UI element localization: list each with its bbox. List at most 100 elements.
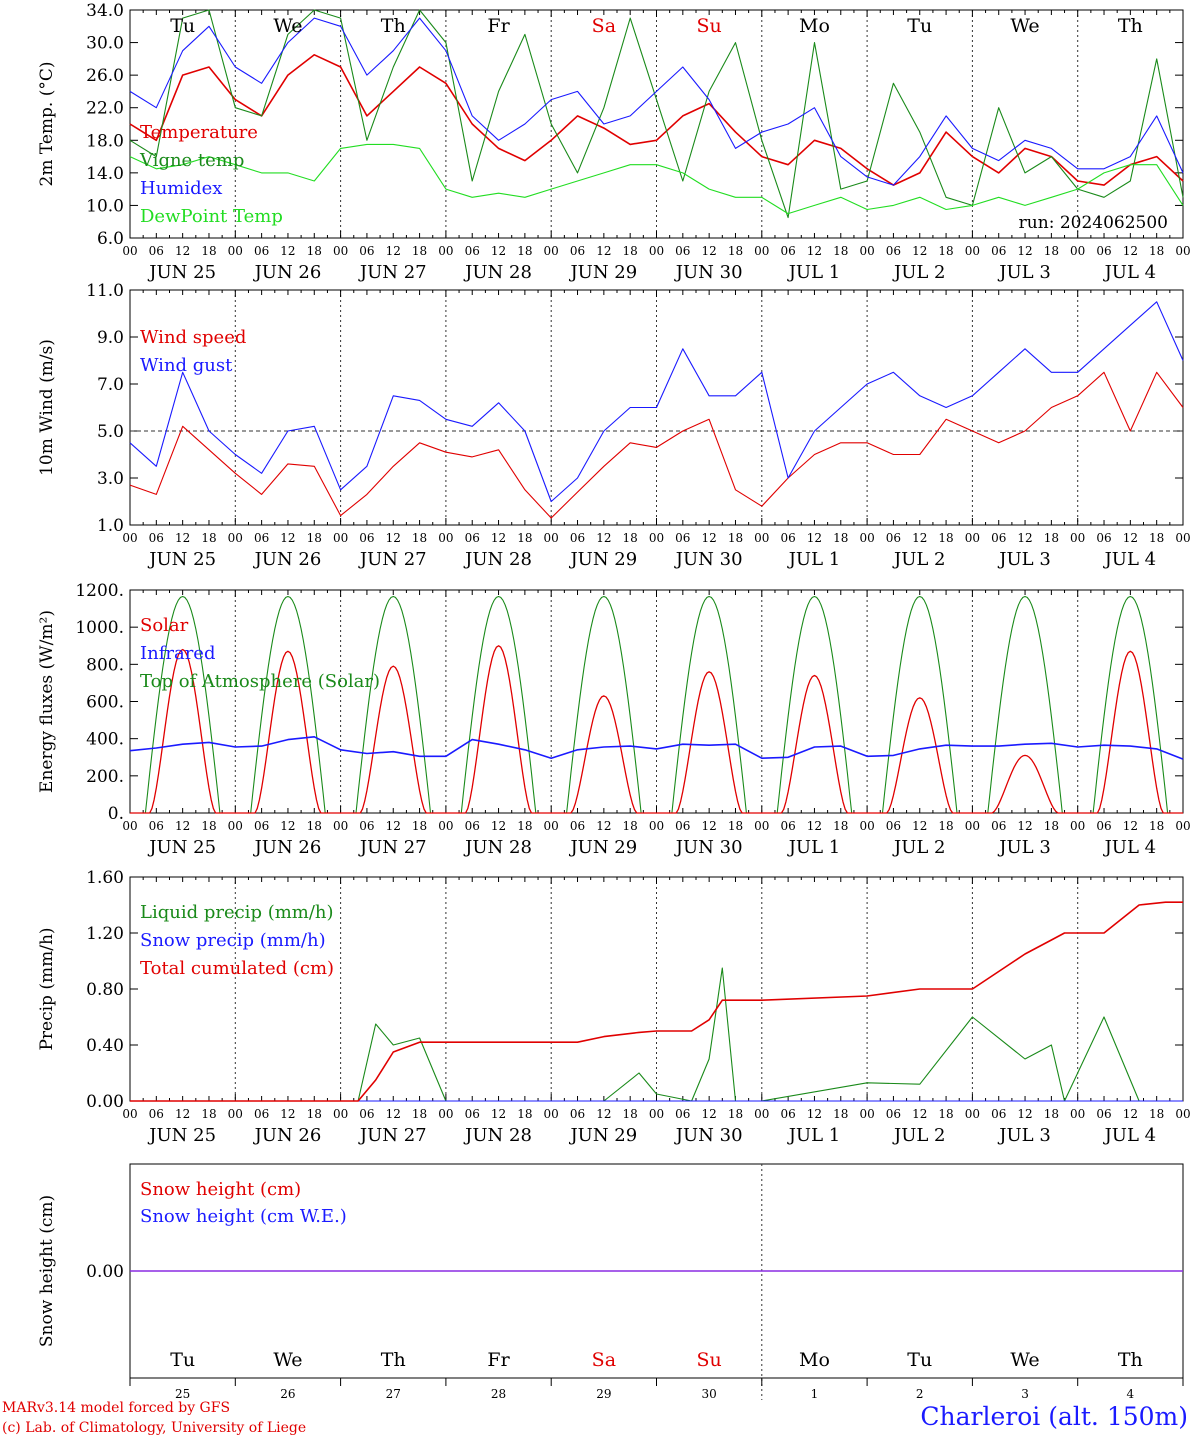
x-date-label: JUN 27 <box>358 837 427 858</box>
x-date-label: JUN 29 <box>568 837 637 858</box>
y-tick-label: 1.20 <box>86 924 124 944</box>
x-hour-label: 18 <box>833 244 848 258</box>
x-hour-label: 12 <box>1017 531 1032 545</box>
weekday-label-bottom: We <box>273 1349 302 1371</box>
x-date-label: JUL 4 <box>1103 837 1157 858</box>
x-date-label: JUN 27 <box>358 262 427 283</box>
x-hour-label: 18 <box>938 819 953 833</box>
legend-dewpoint-temp: DewPoint Temp <box>140 206 283 227</box>
series-infrared <box>129 735 1184 760</box>
x-hour-label: 12 <box>596 1107 611 1121</box>
weekday-label: Th <box>1118 15 1143 37</box>
legend-liquid-precip-mm-h: Liquid precip (mm/h) <box>140 902 334 923</box>
x-date-label: JUL 2 <box>892 262 946 283</box>
x-date-label: JUL 3 <box>997 837 1051 858</box>
x-hour-label: 18 <box>728 531 743 545</box>
x-hour-label: 12 <box>702 244 717 258</box>
x-hour-label: 18 <box>623 819 638 833</box>
x-day-number: 29 <box>596 1387 611 1400</box>
x-hour-label: 06 <box>886 1107 901 1121</box>
series-wind-speed <box>129 371 1184 519</box>
x-hour-label: 06 <box>359 1107 374 1121</box>
x-day-number: 28 <box>491 1387 506 1400</box>
series-temperature <box>129 53 1184 186</box>
x-hour-label: 12 <box>912 1107 927 1121</box>
y-tick-label: 0.80 <box>86 980 124 1000</box>
x-hour-label: 12 <box>175 1107 190 1121</box>
x-hour-label: 12 <box>1123 819 1138 833</box>
x-hour-label: 12 <box>807 1107 822 1121</box>
lab-credit: (c) Lab. of Climatology, University of L… <box>2 1420 307 1436</box>
x-hour-label: 12 <box>491 531 506 545</box>
weekday-label: Fr <box>487 15 510 37</box>
x-hour-label: 00 <box>122 531 137 545</box>
x-hour-label: 00 <box>1070 244 1085 258</box>
x-hour-label: 12 <box>1123 244 1138 258</box>
x-hour-label: 00 <box>859 244 874 258</box>
y-tick-label: 1.0 <box>97 516 124 536</box>
weekday-label-bottom: Th <box>381 1349 406 1371</box>
x-date-label: JUN 29 <box>568 549 637 570</box>
x-hour-label: 18 <box>1044 819 1059 833</box>
x-hour-label: 00 <box>438 1107 453 1121</box>
x-hour-label: 00 <box>965 531 980 545</box>
x-hour-label: 18 <box>201 244 216 258</box>
x-date-label: JUN 30 <box>674 1125 743 1146</box>
weekday-label: We <box>1010 15 1039 37</box>
weekday-label-bottom: Tu <box>907 1349 932 1371</box>
x-hour-label: 00 <box>228 531 243 545</box>
x-hour-label: 00 <box>333 244 348 258</box>
x-hour-label: 06 <box>570 819 585 833</box>
x-hour-label: 18 <box>728 1107 743 1121</box>
legend-total-cumulated-cm: Total cumulated (cm) <box>140 958 334 979</box>
y-axis-label: 10m Wind (m/s) <box>37 339 57 476</box>
x-hour-label: 18 <box>412 244 427 258</box>
x-hour-label: 18 <box>517 1107 532 1121</box>
x-hour-label: 06 <box>359 531 374 545</box>
x-hour-label: 12 <box>280 819 295 833</box>
x-date-label: JUL 3 <box>997 549 1051 570</box>
x-hour-label: 18 <box>623 531 638 545</box>
x-hour-label: 12 <box>702 531 717 545</box>
x-hour-label: 18 <box>938 244 953 258</box>
x-hour-label: 06 <box>254 1107 269 1121</box>
x-hour-label: 00 <box>965 819 980 833</box>
x-hour-label: 06 <box>254 819 269 833</box>
x-hour-label: 06 <box>886 531 901 545</box>
x-hour-label: 06 <box>1096 819 1111 833</box>
weekday-label-bottom: Th <box>1118 1349 1143 1371</box>
x-hour-label: 12 <box>1123 1107 1138 1121</box>
x-date-label: JUL 2 <box>892 837 946 858</box>
x-hour-label: 18 <box>728 244 743 258</box>
y-tick-label: 5.0 <box>97 422 124 442</box>
x-hour-label: 12 <box>702 1107 717 1121</box>
x-hour-label: 18 <box>623 244 638 258</box>
x-hour-label: 06 <box>1096 244 1111 258</box>
x-hour-label: 18 <box>412 1107 427 1121</box>
x-hour-label: 06 <box>780 1107 795 1121</box>
x-hour-label: 06 <box>1096 1107 1111 1121</box>
x-date-label: JUN 28 <box>463 837 532 858</box>
y-tick-label: 26.0 <box>86 66 124 86</box>
y-tick-label: 0.00 <box>86 1262 124 1282</box>
x-hour-label: 12 <box>807 819 822 833</box>
y-tick-label: 1000. <box>75 618 124 638</box>
x-date-label: JUL 3 <box>997 1125 1051 1146</box>
x-hour-label: 18 <box>1149 819 1164 833</box>
x-hour-label: 06 <box>465 244 480 258</box>
x-day-number: 4 <box>1127 1387 1135 1400</box>
y-tick-label: 1200. <box>75 581 124 601</box>
x-hour-label: 12 <box>596 244 611 258</box>
y-tick-label: 11.0 <box>86 281 124 301</box>
y-axis-label: 2m Temp. (°C) <box>37 61 57 186</box>
x-hour-label: 06 <box>254 531 269 545</box>
x-date-label: JUN 26 <box>253 837 322 858</box>
x-hour-label: 06 <box>991 1107 1006 1121</box>
x-hour-label: 00 <box>544 244 559 258</box>
x-hour-label: 00 <box>228 1107 243 1121</box>
x-hour-label: 00 <box>122 819 137 833</box>
x-hour-label: 12 <box>912 531 927 545</box>
weekday-label: We <box>273 15 302 37</box>
weekday-label-bottom: We <box>1010 1349 1039 1371</box>
weekday-label: Tu <box>170 15 195 37</box>
